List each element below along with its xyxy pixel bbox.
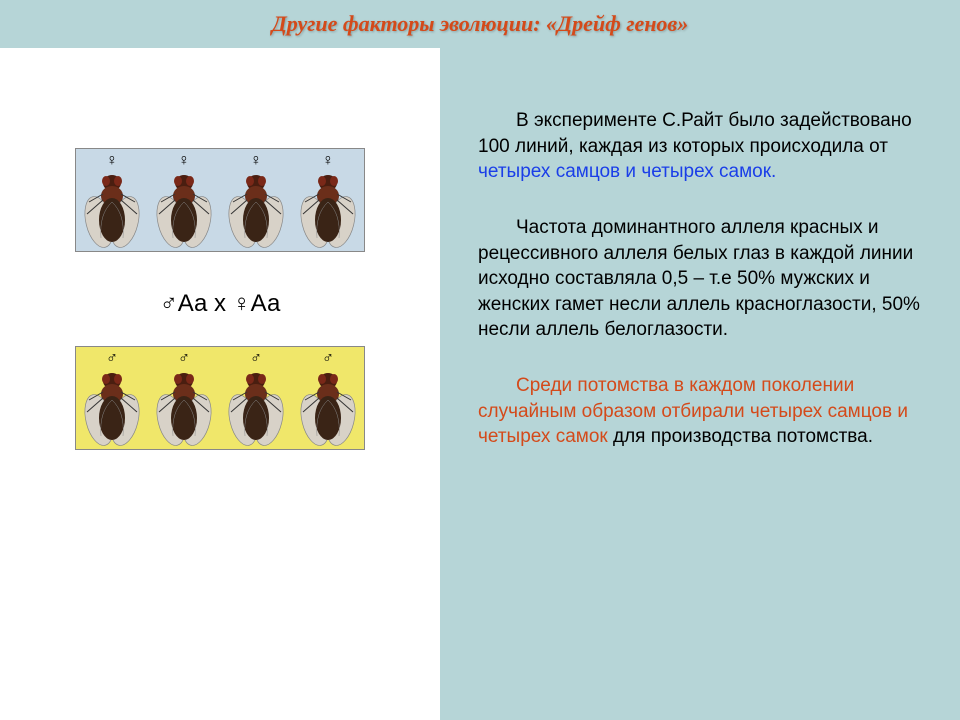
paragraph-2: Частота доминантного аллеля красных и ре… [478, 215, 922, 343]
fly-cell: ♀ [220, 149, 292, 251]
header-bar: Другие факторы эволюции: «Дрейф генов» [0, 0, 960, 48]
left-column: ♀ ♀ ♀ ♀ ♂Аа х ♀Аа ♂ ♂ [0, 48, 440, 720]
fly-cell: ♂ [148, 347, 220, 449]
right-column: В эксперименте С.Райт было задействовано… [440, 48, 960, 720]
text: для производства потомства. [608, 426, 873, 447]
fly-cell: ♀ [76, 149, 148, 251]
fly-icon [153, 370, 215, 448]
fly-cell: ♀ [148, 149, 220, 251]
female-symbol: ♀ [178, 152, 190, 170]
genotype-cross: ♂Аа х ♀Аа [160, 290, 281, 318]
fly-icon [225, 172, 287, 250]
fly-icon [225, 370, 287, 448]
fly-cell: ♂ [292, 347, 364, 449]
fly-cell: ♂ [76, 347, 148, 449]
main-content: ♀ ♀ ♀ ♀ ♂Аа х ♀Аа ♂ ♂ [0, 48, 960, 720]
page-title: Другие факторы эволюции: «Дрейф генов» [272, 11, 689, 37]
male-symbol: ♂ [178, 350, 190, 368]
female-symbol: ♀ [322, 152, 334, 170]
text-accent: четырех самцов и четырех самок. [478, 161, 776, 182]
fly-cell: ♀ [292, 149, 364, 251]
fly-icon [81, 370, 143, 448]
fly-icon [81, 172, 143, 250]
male-symbol: ♂ [106, 350, 118, 368]
female-symbol: ♀ [106, 152, 118, 170]
male-symbol: ♂ [250, 350, 262, 368]
fly-icon [297, 172, 359, 250]
female-fly-row: ♀ ♀ ♀ ♀ [75, 148, 365, 252]
fly-cell: ♂ [220, 347, 292, 449]
paragraph-3: Среди потомства в каждом поколении случа… [478, 373, 922, 450]
paragraph-1: В эксперименте С.Райт было задействовано… [478, 108, 922, 185]
male-symbol: ♂ [322, 350, 334, 368]
fly-icon [153, 172, 215, 250]
male-fly-row: ♂ ♂ ♂ ♂ [75, 346, 365, 450]
female-symbol: ♀ [250, 152, 262, 170]
fly-icon [297, 370, 359, 448]
text: В эксперименте С.Райт было задействовано… [478, 110, 912, 157]
